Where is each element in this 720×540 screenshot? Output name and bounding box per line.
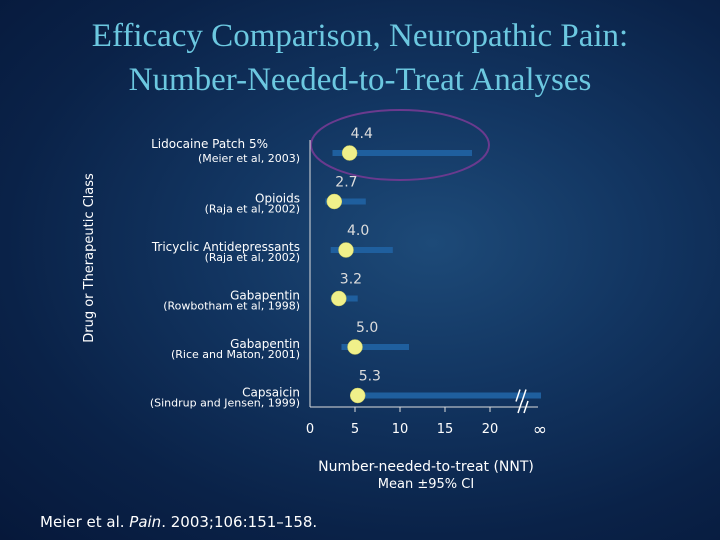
mean-value-label: 4.0: [347, 223, 369, 239]
mean-point: [338, 242, 354, 258]
citation-authors: Meier et al.: [40, 513, 130, 531]
ci-break-mark: [515, 389, 521, 402]
source-label: (Rowbotham et al, 1998): [163, 300, 300, 313]
x-tick-label: 20: [482, 422, 499, 437]
mean-point: [331, 290, 347, 307]
x-tick-label: 15: [437, 422, 454, 437]
x-tick-label: 10: [392, 422, 409, 437]
ci-bar: [350, 392, 541, 399]
source-label: (Raja et al, 2002): [205, 203, 300, 216]
ci-break-mark: [521, 389, 527, 402]
highlight-ring: [310, 109, 490, 181]
drug-label: Tricyclic Antidepressants: [151, 240, 300, 254]
drug-label: Capsaicin: [242, 386, 300, 400]
title-line-1: Efficacy Comparison, Neuropathic Pain:: [91, 18, 629, 54]
x-axis-label: Number-needed-to-treat (NNT): [318, 459, 534, 475]
x-tick-label-infinity: ∞: [533, 420, 547, 440]
mean-value-label: 3.2: [340, 272, 362, 288]
mean-point: [326, 193, 343, 210]
source-label: (Raja et al, 2002): [205, 251, 300, 264]
x-axis-sublabel: Mean ±95% CI: [378, 477, 474, 492]
ci-bar: [341, 344, 409, 350]
slide-title: Efficacy Comparison, Neuropathic Pain: N…: [0, 14, 720, 102]
mean-value-label: 5.0: [356, 320, 378, 336]
drug-label: Gabapentin: [230, 337, 300, 351]
drug-label: Gabapentin: [230, 289, 300, 303]
mean-point: [341, 145, 358, 161]
drug-label: Opioids: [255, 192, 300, 206]
x-tick-label: 5: [351, 422, 359, 437]
citation-journal: Pain: [129, 513, 162, 531]
drug-label: Lidocaine Patch 5%: [151, 137, 268, 151]
ci-bar: [332, 150, 472, 156]
citation: Meier et al. Pain. 2003;106:151–158.: [40, 513, 317, 531]
mean-point: [347, 339, 363, 355]
source-label: (Rice and Maton, 2001): [171, 348, 300, 361]
ci-bar: [330, 247, 393, 253]
source-label: (Meier et al, 2003): [198, 152, 300, 165]
title-line-2: Number-Needed-to-Treat Analyses: [128, 62, 592, 98]
mean-value-label: 4.4: [351, 126, 373, 142]
mean-point: [349, 387, 366, 404]
x-tick-label: 0: [306, 422, 314, 437]
mean-value-label: 2.7: [335, 175, 357, 191]
axis-break-mark: [523, 400, 529, 414]
mean-value-label: 5.3: [359, 369, 381, 385]
ci-bar: [325, 198, 366, 205]
citation-rest: . 2003;106:151–158.: [161, 513, 318, 531]
y-axis-label: Drug or Therapeutic Class: [82, 173, 97, 343]
source-label: (Sindrup and Jensen, 1999): [150, 397, 300, 410]
axis-break-mark: [517, 400, 523, 414]
